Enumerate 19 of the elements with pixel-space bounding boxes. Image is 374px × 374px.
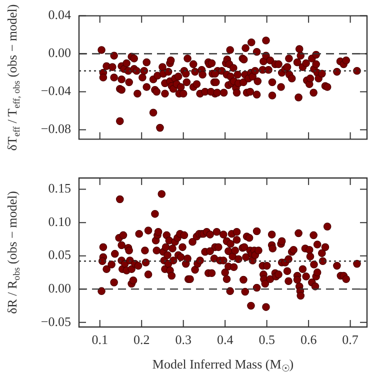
x-tick-label: 0.6 <box>300 332 318 348</box>
x-axis-title: Model Inferred Mass (M☉) <box>152 356 294 374</box>
y-tick-label: 0.10 <box>48 214 71 229</box>
y-tick-label: 0.05 <box>48 247 71 262</box>
y-tick-label: 0.04 <box>48 7 72 22</box>
y-axis-title: δR / Robs (obs − model) <box>4 191 22 314</box>
x-tick-label: 0.4 <box>216 332 234 348</box>
x-tick-label: 0.7 <box>342 332 359 348</box>
y-tick-label: −0.04 <box>40 83 72 98</box>
y-tick-label: 0.15 <box>48 180 71 196</box>
y-tick-label: 0.00 <box>48 280 71 296</box>
x-tick-label: 0.2 <box>133 332 150 348</box>
x-tick-label: 0.3 <box>175 332 192 348</box>
y-axis-title: δTeff / Teff, obs (obs − model) <box>4 4 22 151</box>
y-tick-label: −0.05 <box>40 314 71 329</box>
y-tick-label: 0.00 <box>48 45 71 60</box>
x-tick-label: 0.1 <box>92 332 108 348</box>
x-tick-label: 0.5 <box>258 332 275 348</box>
y-tick-label: −0.08 <box>40 121 71 136</box>
